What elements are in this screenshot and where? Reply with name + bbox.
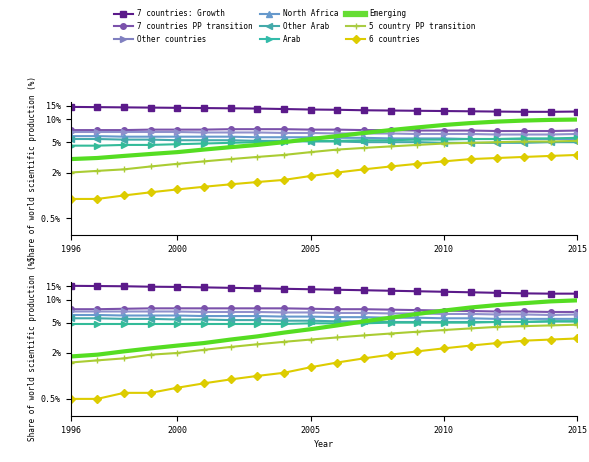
Y-axis label: Share of world scientific production (%): Share of world scientific production (%): [28, 76, 37, 261]
X-axis label: Year: Year: [314, 440, 334, 449]
Legend: 7 countries: Growth, 7 countries PP transition, Other countries, North Africa, O: 7 countries: Growth, 7 countries PP tran…: [111, 6, 478, 47]
Y-axis label: Share of world scientific production (%): Share of world scientific production (%): [28, 256, 37, 442]
